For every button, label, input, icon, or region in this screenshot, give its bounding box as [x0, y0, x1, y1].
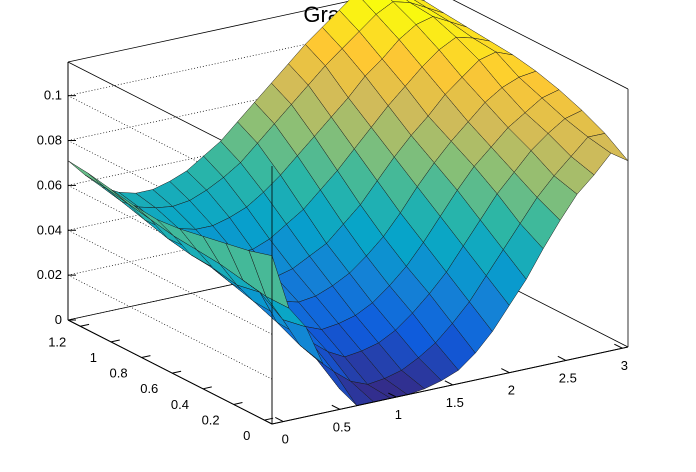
- x-axis-line: [271, 346, 629, 425]
- z-grid-left-0.1: [67, 95, 273, 200]
- x-tick-0: [275, 417, 284, 423]
- z-grid-left-0.04: [67, 229, 273, 335]
- x-tick-1: [388, 392, 397, 398]
- z-tick-label: 0.04: [37, 222, 62, 237]
- z-grid-left-0.02: [67, 274, 273, 380]
- x-tick-3: [614, 343, 623, 349]
- y-tick-0: [264, 417, 274, 421]
- y-tick-0.2: [233, 402, 243, 405]
- z-tick-label: 0.06: [37, 177, 62, 192]
- y-tick-0.8: [141, 355, 151, 359]
- x-tick-2.5: [557, 355, 567, 361]
- x-tick-1.5: [444, 380, 454, 386]
- y-tick-label: 0.2: [202, 412, 220, 427]
- y-tick-1: [110, 339, 120, 343]
- surface-cell: [587, 133, 629, 162]
- axes: 0 0.02 0.04 0.06 0.08 0.1 0 0.5 1 1.5 2 2.5 3 0 0.2 0.4…: [37, 62, 629, 447]
- back-top-edge: [67, 0, 357, 63]
- y-tick-label: 0.4: [171, 397, 189, 412]
- z-tick-label: 0.1: [44, 88, 62, 103]
- y-axis-line: [67, 319, 273, 425]
- x-tick-0.5: [331, 404, 341, 410]
- z-tick-label: 0.08: [37, 133, 62, 148]
- z-tick-label: 0.02: [37, 267, 62, 282]
- y-tick-label: 1.2: [48, 334, 66, 349]
- x-tick-label: 1.5: [446, 395, 464, 410]
- x-tick-label: 0: [282, 432, 289, 447]
- surface-mesh: [67, 0, 629, 406]
- x-tick-label: 3: [621, 358, 628, 373]
- x-tick-2: [501, 368, 510, 374]
- y-tick-label: 0: [243, 428, 250, 443]
- y-tick-1.2: [80, 323, 90, 327]
- surface-cell: [67, 160, 106, 188]
- y-tick-label: 0.6: [140, 381, 158, 396]
- z-tick-label: 0: [55, 312, 62, 327]
- x-tick-label: 1: [395, 407, 402, 422]
- y-tick-0.4: [202, 386, 212, 390]
- x-tick-label: 2: [508, 383, 515, 398]
- x-tick-label: 0.5: [333, 419, 351, 434]
- y-tick-label: 1: [90, 350, 97, 365]
- x-tick-label: 2.5: [559, 370, 577, 385]
- right-top-edge: [452, 0, 629, 90]
- y-tick-0.6: [172, 370, 182, 374]
- surface-cell: [87, 172, 129, 204]
- y-tick-label: 0.8: [110, 366, 128, 381]
